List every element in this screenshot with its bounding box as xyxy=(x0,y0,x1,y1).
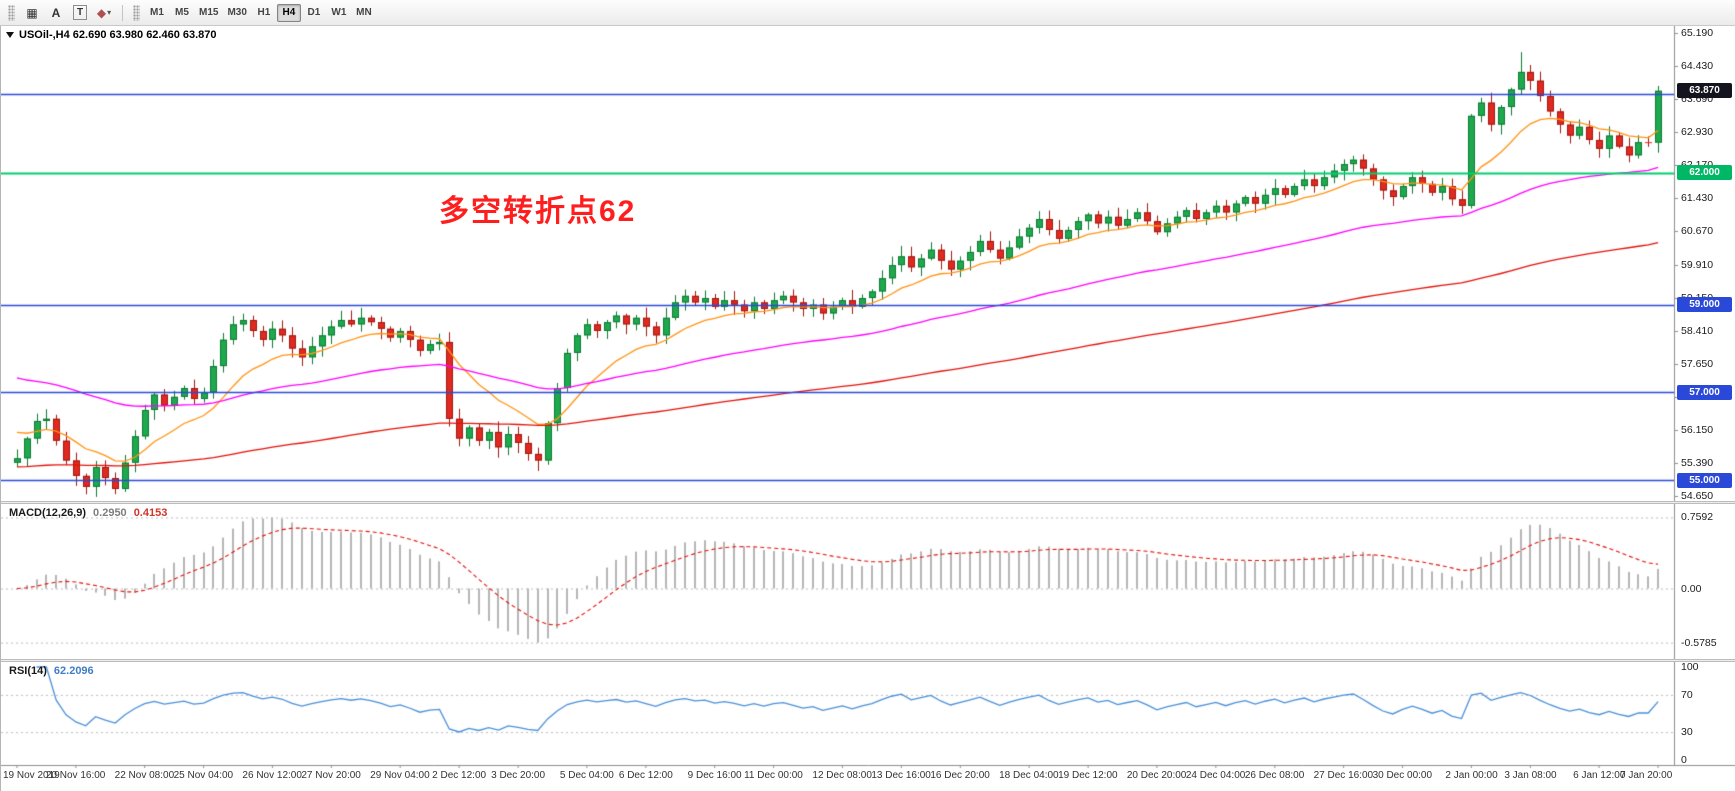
chart-grid-icon: ▦ xyxy=(26,5,38,20)
ohlc-collapse-icon[interactable] xyxy=(6,32,14,38)
timeframe-toolbar-drag-handle[interactable] xyxy=(133,4,140,21)
price-axis-label: 62.930 xyxy=(1681,126,1714,139)
price-axis-label: 65.190 xyxy=(1681,26,1714,39)
time-axis-label: 27 Dec 16:00 xyxy=(1313,770,1374,781)
timeframe-button-h1[interactable]: H1 xyxy=(252,4,276,22)
timeframe-button-w1[interactable]: W1 xyxy=(327,4,351,22)
time-axis-label: 9 Dec 16:00 xyxy=(687,770,742,781)
time-axis-label: 2 Jan 00:00 xyxy=(1445,770,1498,781)
price-axis-label: 55.390 xyxy=(1681,457,1714,470)
shapes-tool-button[interactable]: ◆ ▾ xyxy=(92,3,116,23)
timeframe-button-mn[interactable]: MN xyxy=(352,4,376,22)
rsi-axis-label: 100 xyxy=(1681,661,1699,673)
macd-axis-label: 0.00 xyxy=(1681,582,1702,595)
rsi-label: RSI(14) 62.2096 xyxy=(9,665,94,677)
text-label-icon: T xyxy=(72,5,88,20)
timeframe-button-d1[interactable]: D1 xyxy=(302,4,326,22)
price-axis-label: 54.650 xyxy=(1681,489,1714,502)
time-axis-label: 12 Dec 08:00 xyxy=(812,770,872,781)
time-axis-label: 11 Dec 00:00 xyxy=(744,770,803,781)
price-axis-label: 60.670 xyxy=(1681,225,1714,238)
time-axis-label: 18 Dec 04:00 xyxy=(999,770,1059,781)
chart-grid-tool-button[interactable]: ▦ xyxy=(20,3,44,23)
time-axis-label: 6 Jan 12:00 xyxy=(1573,770,1626,781)
time-axis-label: 13 Dec 16:00 xyxy=(871,770,931,781)
price-badge-62.000: 62.000 xyxy=(1677,165,1732,181)
shapes-icon: ◆ xyxy=(96,5,107,20)
rsi-value: 62.2096 xyxy=(53,665,94,677)
time-axis-label: 3 Dec 20:00 xyxy=(491,770,546,781)
macd-main-value: 0.2950 xyxy=(93,507,127,519)
timeframe-button-m30[interactable]: M30 xyxy=(223,4,250,22)
macd-panel-splitter[interactable] xyxy=(1,501,1735,504)
time-axis-label: 19 Nov 2019 xyxy=(3,770,60,781)
timeframe-button-m5[interactable]: M5 xyxy=(170,4,194,22)
price-axis-label: 57.650 xyxy=(1681,357,1714,370)
price-axis-label: 56.150 xyxy=(1681,423,1714,436)
timeframe-button-m15[interactable]: M15 xyxy=(195,4,222,22)
time-axis-label: 29 Nov 04:00 xyxy=(370,770,430,781)
toolbar-drag-handle[interactable] xyxy=(8,4,15,21)
price-axis-label: 64.430 xyxy=(1681,60,1714,73)
price-axis-label: 58.410 xyxy=(1681,324,1714,337)
chart-canvas[interactable] xyxy=(1,26,1735,791)
time-axis-label: 22 Nov 08:00 xyxy=(114,770,175,781)
time-axis-label: 20 Nov 16:00 xyxy=(45,770,106,781)
text-icon: A xyxy=(51,5,61,20)
macd-axis-label: 0.7592 xyxy=(1681,511,1714,524)
macd-name: MACD(12,26,9) xyxy=(9,507,87,519)
time-axis-label: 2 Dec 12:00 xyxy=(432,770,487,781)
time-axis-label: 27 Nov 20:00 xyxy=(301,770,361,781)
time-axis-label: 7 Jan 20:00 xyxy=(1620,770,1673,781)
time-axis-label: 30 Dec 00:00 xyxy=(1372,770,1433,781)
toolbar: ▦ A T ◆ ▾ M1 M5 M15 M30 H1 H4 D1 W1 MN xyxy=(0,0,1735,26)
drawing-tools-group: ▦ A T ◆ ▾ xyxy=(20,3,116,23)
time-axis-label: 19 Dec 12:00 xyxy=(1058,770,1118,781)
text-tool-button[interactable]: A xyxy=(44,3,68,23)
price-badge-55.000: 55.000 xyxy=(1677,472,1732,488)
time-axis-label: 26 Dec 08:00 xyxy=(1244,770,1305,781)
price-axis-label: 61.430 xyxy=(1681,191,1714,204)
macd-signal-value: 0.4153 xyxy=(133,507,168,519)
rsi-axis-label: 70 xyxy=(1681,688,1693,701)
time-axis-label: 26 Nov 12:00 xyxy=(242,770,302,781)
time-axis-label: 5 Dec 04:00 xyxy=(559,770,614,781)
price-badge-57.000: 57.000 xyxy=(1677,384,1732,400)
time-axis-label: 25 Nov 04:00 xyxy=(173,770,234,781)
rsi-axis-label: 0 xyxy=(1681,754,1687,766)
macd-axis-label: -0.5785 xyxy=(1681,636,1717,649)
chart-area: USOil-,H4 62.690 63.980 62.460 63.870 多空… xyxy=(0,26,1735,791)
price-axis-label: 59.910 xyxy=(1681,258,1714,271)
rsi-axis-label: 30 xyxy=(1681,726,1693,739)
time-axis-label: 6 Dec 12:00 xyxy=(618,770,673,781)
text-label-tool-button[interactable]: T xyxy=(68,3,92,23)
toolbar-separator xyxy=(122,4,123,21)
timeframe-button-m1[interactable]: M1 xyxy=(145,4,169,22)
time-axis-label: 3 Jan 08:00 xyxy=(1504,770,1557,781)
timeframe-buttons-group: M1 M5 M15 M30 H1 H4 D1 W1 MN xyxy=(145,3,376,22)
rsi-name: RSI(14) xyxy=(9,665,47,677)
time-axis-label: 20 Dec 20:00 xyxy=(1126,770,1187,781)
time-axis-label: 24 Dec 04:00 xyxy=(1185,770,1246,781)
dropdown-caret-icon: ▾ xyxy=(107,8,112,17)
timeframe-button-h4[interactable]: H4 xyxy=(276,3,301,22)
rsi-panel-splitter[interactable] xyxy=(1,659,1735,662)
last-price-badge: 63.870 xyxy=(1677,83,1732,99)
macd-label: MACD(12,26,9) 0.2950 0.4153 xyxy=(9,507,167,519)
price-badge-59.000: 59.000 xyxy=(1677,297,1732,313)
time-axis-label: 16 Dec 20:00 xyxy=(930,770,990,781)
